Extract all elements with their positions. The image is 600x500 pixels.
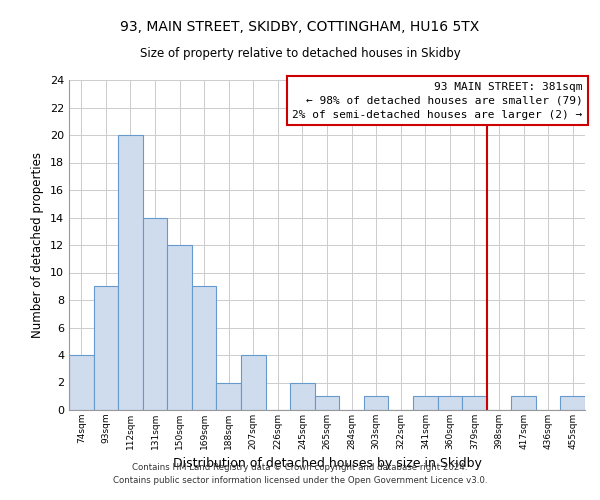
Bar — [192, 286, 217, 410]
Bar — [217, 382, 241, 410]
Bar — [290, 382, 315, 410]
Text: 93, MAIN STREET, SKIDBY, COTTINGHAM, HU16 5TX: 93, MAIN STREET, SKIDBY, COTTINGHAM, HU1… — [121, 20, 479, 34]
Text: Size of property relative to detached houses in Skidby: Size of property relative to detached ho… — [140, 48, 460, 60]
Bar — [143, 218, 167, 410]
Bar — [241, 355, 266, 410]
Bar — [167, 245, 192, 410]
Y-axis label: Number of detached properties: Number of detached properties — [31, 152, 44, 338]
Bar — [560, 396, 585, 410]
Text: Contains HM Land Registry data © Crown copyright and database right 2024.
Contai: Contains HM Land Registry data © Crown c… — [113, 463, 487, 485]
Bar — [364, 396, 388, 410]
X-axis label: Distribution of detached houses by size in Skidby: Distribution of detached houses by size … — [173, 458, 481, 470]
Bar — [69, 355, 94, 410]
Bar — [413, 396, 437, 410]
Text: 93 MAIN STREET: 381sqm
← 98% of detached houses are smaller (79)
2% of semi-deta: 93 MAIN STREET: 381sqm ← 98% of detached… — [292, 82, 583, 120]
Bar — [511, 396, 536, 410]
Bar — [437, 396, 462, 410]
Bar — [94, 286, 118, 410]
Bar — [462, 396, 487, 410]
Bar — [118, 135, 143, 410]
Bar — [315, 396, 339, 410]
